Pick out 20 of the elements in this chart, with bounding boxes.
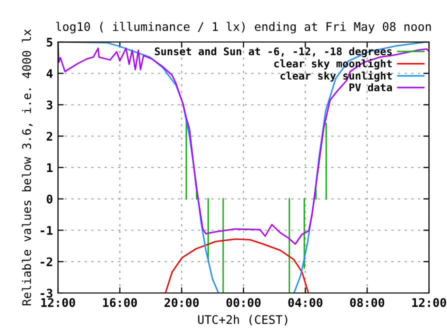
x-axis-title: UTC+2h (CEST) [198, 314, 288, 326]
x-tick-label: 12:00 [41, 298, 76, 307]
y-tick-label: -2 [40, 257, 52, 266]
x-tick-label: 00:00 [226, 298, 261, 307]
y-tick-label: -3 [40, 288, 52, 298]
chart-title: log10 ( illuminance / 1 lx) ending at Fri May 08 noon [56, 22, 431, 34]
y-tick-label: 2 [46, 132, 52, 141]
y-axis-title: Reliable values below 3.6, i.e. 4000 lx [22, 29, 33, 306]
y-tick-label: 1 [47, 163, 53, 172]
x-tick-label: 20:00 [164, 298, 199, 307]
x-tick-label: 12:00 [412, 298, 446, 307]
y-tick-label: 5 [46, 38, 52, 47]
y-tick-label: 0 [46, 194, 52, 204]
x-tick-label: 04:00 [288, 298, 322, 307]
y-tick-label: 4 [46, 69, 53, 78]
x-tick-label: 16:00 [103, 298, 137, 308]
y-tick-label: 3 [46, 100, 52, 110]
y-tick-label: -1 [40, 226, 53, 235]
x-tick-label: 08:00 [350, 298, 384, 307]
legend-label: PV data [349, 83, 392, 92]
